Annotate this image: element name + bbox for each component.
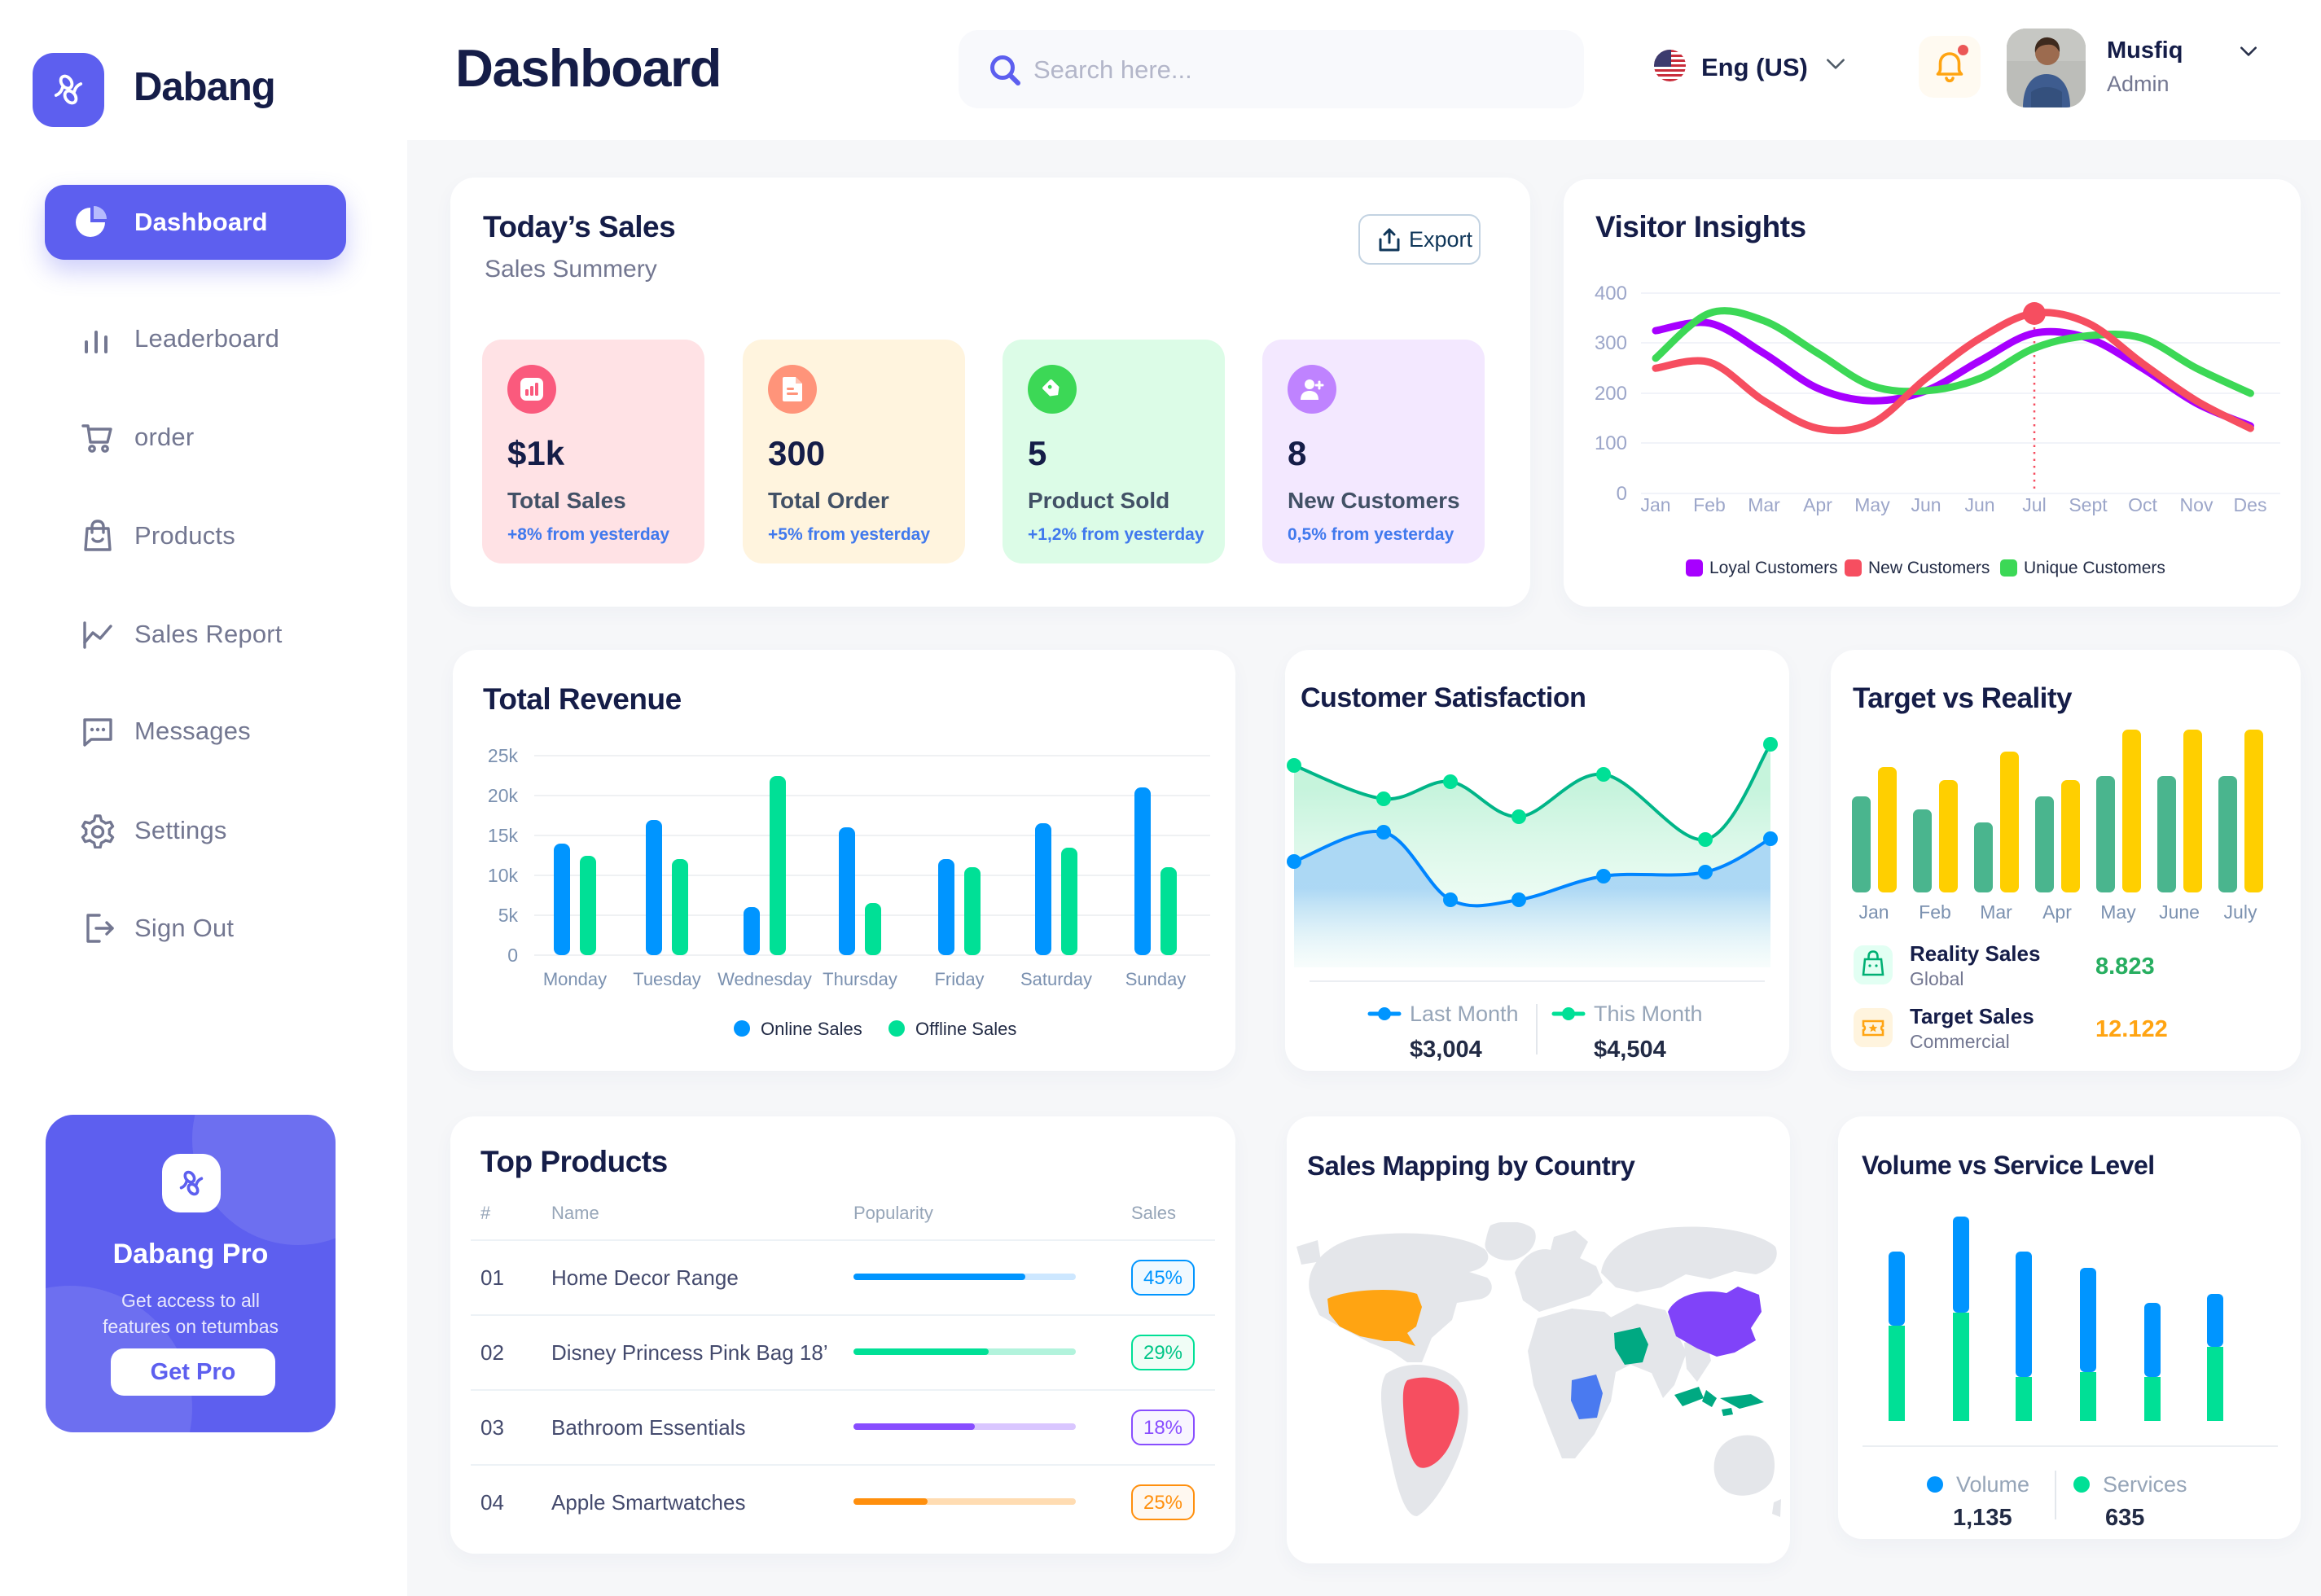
svg-text:12.122: 12.122 bbox=[2095, 1016, 2168, 1042]
svg-text:July: July bbox=[2224, 901, 2257, 923]
svg-text:Friday: Friday bbox=[934, 969, 984, 989]
svg-text:New Customers: New Customers bbox=[1868, 559, 1990, 577]
svg-text:Jan: Jan bbox=[1858, 901, 1889, 923]
svg-text:Nov: Nov bbox=[2180, 494, 2214, 515]
svg-text:Thursday: Thursday bbox=[823, 969, 897, 989]
svg-text:Services: Services bbox=[2103, 1472, 2187, 1497]
svg-text:300: 300 bbox=[1595, 332, 1627, 354]
svg-text:$4,504: $4,504 bbox=[1594, 1037, 1666, 1063]
svg-text:Jan: Jan bbox=[1640, 494, 1670, 515]
svg-text:Jun: Jun bbox=[1964, 494, 1994, 515]
svg-text:0: 0 bbox=[1617, 483, 1627, 505]
svg-text:5k: 5k bbox=[498, 905, 519, 926]
svg-text:8.823: 8.823 bbox=[2095, 954, 2155, 980]
svg-text:15k: 15k bbox=[488, 825, 519, 846]
svg-text:0: 0 bbox=[507, 945, 518, 966]
svg-text:Mar: Mar bbox=[1748, 494, 1780, 515]
svg-text:Commercial: Commercial bbox=[1910, 1031, 2010, 1052]
svg-text:May: May bbox=[1854, 494, 1890, 515]
svg-text:Saturday: Saturday bbox=[1020, 969, 1092, 989]
svg-text:Reality Sales: Reality Sales bbox=[1910, 941, 2040, 966]
svg-text:Online Sales: Online Sales bbox=[761, 1019, 862, 1039]
svg-text:Loyal Customers: Loyal Customers bbox=[1709, 559, 1838, 577]
svg-text:Mar: Mar bbox=[1980, 901, 2012, 923]
svg-text:This Month: This Month bbox=[1594, 1002, 1703, 1026]
svg-text:May: May bbox=[2100, 901, 2136, 923]
svg-text:10k: 10k bbox=[488, 865, 519, 886]
svg-text:Sept: Sept bbox=[2069, 494, 2108, 515]
svg-text:Volume: Volume bbox=[1956, 1472, 2029, 1497]
svg-text:Wednesday: Wednesday bbox=[717, 969, 812, 989]
svg-text:Jun: Jun bbox=[1911, 494, 1941, 515]
svg-text:Unique Customers: Unique Customers bbox=[2024, 559, 2165, 577]
svg-text:Tuesday: Tuesday bbox=[633, 969, 701, 989]
svg-text:Offline Sales: Offline Sales bbox=[915, 1019, 1016, 1039]
svg-text:400: 400 bbox=[1595, 283, 1627, 305]
svg-text:Target Sales: Target Sales bbox=[1910, 1004, 2034, 1028]
svg-text:Monday: Monday bbox=[543, 969, 607, 989]
svg-text:200: 200 bbox=[1595, 383, 1627, 405]
svg-text:635: 635 bbox=[2105, 1505, 2144, 1531]
svg-text:June: June bbox=[2159, 901, 2200, 923]
svg-text:Oct: Oct bbox=[2128, 494, 2157, 515]
svg-text:Sunday: Sunday bbox=[1125, 969, 1187, 989]
svg-text:Des: Des bbox=[2234, 494, 2267, 515]
svg-text:20k: 20k bbox=[488, 785, 519, 806]
svg-text:$3,004: $3,004 bbox=[1410, 1037, 1482, 1063]
svg-text:Last Month: Last Month bbox=[1410, 1002, 1519, 1026]
svg-text:Apr: Apr bbox=[2042, 901, 2072, 923]
svg-text:Jul: Jul bbox=[2022, 494, 2046, 515]
svg-text:Feb: Feb bbox=[1919, 901, 1951, 923]
svg-text:100: 100 bbox=[1595, 432, 1627, 454]
svg-text:1,135: 1,135 bbox=[1953, 1505, 2012, 1531]
svg-text:Apr: Apr bbox=[1803, 494, 1832, 515]
svg-text:Feb: Feb bbox=[1693, 494, 1726, 515]
svg-text:25k: 25k bbox=[488, 745, 519, 766]
svg-text:Global: Global bbox=[1910, 968, 1963, 989]
